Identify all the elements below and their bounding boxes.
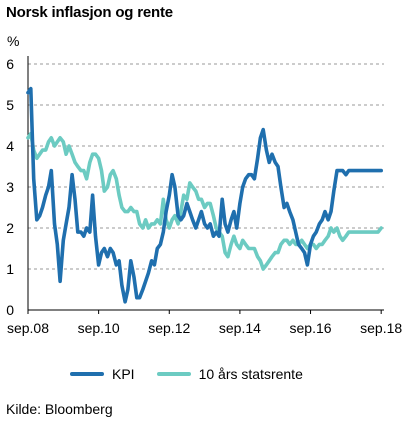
y-tick-label: 6 xyxy=(6,56,14,72)
legend-label-kpi: KPI xyxy=(112,366,135,382)
y-tick-label: 0 xyxy=(6,302,14,318)
y-tick-label: 1 xyxy=(6,261,14,277)
y-axis-unit: % xyxy=(7,33,20,49)
legend-swatch-kpi xyxy=(70,372,104,376)
kpi-line xyxy=(26,86,383,304)
gridlines xyxy=(27,56,384,314)
x-tick-labels: sep.08 sep.10 sep.12 sep.14 sep.16 sep.18 xyxy=(7,320,402,336)
y-tick-labels: 0 1 2 3 4 5 6 xyxy=(6,56,14,318)
x-tick-label: sep.18 xyxy=(360,320,402,336)
legend-swatch-rente xyxy=(156,372,191,376)
x-tick-label: sep.16 xyxy=(290,320,332,336)
legend-item-rente: 10 års statsrente xyxy=(156,366,303,382)
x-tick-label: sep.08 xyxy=(7,320,49,336)
series-lines xyxy=(26,86,383,304)
y-tick-label: 2 xyxy=(6,220,14,236)
x-tick-label: sep.14 xyxy=(219,320,261,336)
source-note: Kilde: Bloomberg xyxy=(6,401,113,417)
x-tick-label: sep.12 xyxy=(148,320,190,336)
y-tick-label: 3 xyxy=(6,179,14,195)
x-tick-label: sep.10 xyxy=(78,320,120,336)
chart-title: Norsk inflasjon og rente xyxy=(6,4,173,21)
legend-item-kpi: KPI xyxy=(70,366,135,382)
legend-label-rente: 10 års statsrente xyxy=(198,366,303,382)
y-tick-label: 4 xyxy=(6,138,14,154)
rente-line xyxy=(26,131,383,271)
legend: KPI 10 års statsrente xyxy=(70,366,325,382)
y-tick-label: 5 xyxy=(6,97,14,113)
